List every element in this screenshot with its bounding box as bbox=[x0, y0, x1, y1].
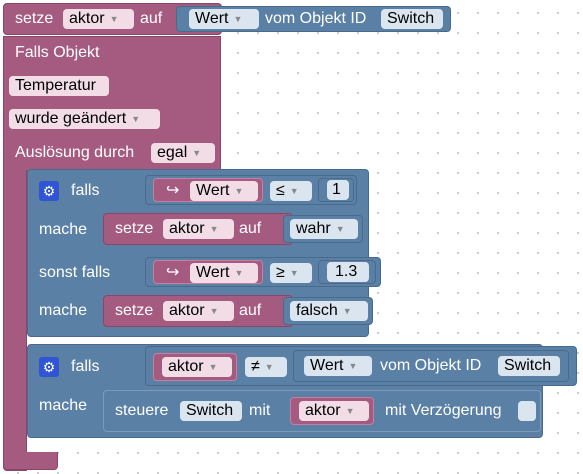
operator-dropdown[interactable]: ≠ ▼ bbox=[245, 357, 287, 377]
variable-getter-block[interactable]: aktor ▼ bbox=[153, 353, 237, 381]
operator-value: ≠ bbox=[251, 358, 260, 375]
dropdown-arrow-icon: ▼ bbox=[335, 224, 345, 234]
auf-label: auf bbox=[239, 302, 262, 319]
set-variable-block[interactable]: setze aktor ▼ auf bbox=[103, 295, 293, 327]
attribute-dropdown[interactable]: Wert ▼ bbox=[304, 356, 372, 376]
mache-label: mache bbox=[39, 397, 88, 414]
number-field[interactable]: 1 bbox=[327, 180, 349, 200]
object-id-value: Switch bbox=[387, 10, 435, 27]
dropdown-arrow-icon: ▼ bbox=[233, 14, 243, 24]
variable-dropdown[interactable]: aktor ▼ bbox=[299, 401, 369, 421]
dropdown-arrow-icon: ▼ bbox=[264, 362, 274, 372]
dropdown-arrow-icon: ▼ bbox=[342, 306, 352, 316]
boolean-value: falsch bbox=[296, 302, 338, 319]
setze-label: setze bbox=[115, 220, 154, 237]
dropdown-arrow-icon: ▼ bbox=[234, 186, 244, 196]
dropdown-arrow-icon: ▼ bbox=[289, 268, 299, 278]
ausloesung-label: Auslösung durch bbox=[15, 144, 135, 161]
variable-value: aktor bbox=[69, 10, 105, 27]
trigger-object-field[interactable]: Temperatur bbox=[9, 76, 109, 96]
event-trigger-footer bbox=[3, 452, 58, 470]
setze-label: setze bbox=[115, 302, 154, 319]
delay-checkbox[interactable] bbox=[518, 401, 536, 421]
gear-icon[interactable]: ⚙ bbox=[39, 357, 59, 377]
variable-value: aktor bbox=[169, 220, 205, 237]
variable-dropdown[interactable]: aktor ▼ bbox=[63, 9, 134, 29]
ausloesung-dropdown[interactable]: egal ▼ bbox=[151, 143, 215, 163]
operator-dropdown[interactable]: ≥ ▼ bbox=[270, 263, 312, 283]
trigger-object-value: Temperatur bbox=[15, 77, 96, 94]
auf-label: auf bbox=[239, 220, 262, 237]
variable-dropdown[interactable]: aktor ▼ bbox=[163, 301, 234, 321]
mit-label: mit bbox=[249, 402, 271, 419]
dropdown-arrow-icon: ▼ bbox=[109, 14, 119, 24]
object-id-value: Switch bbox=[504, 357, 552, 374]
dropdown-arrow-icon: ▼ bbox=[209, 224, 219, 234]
vom-objekt-label: vom Objekt ID bbox=[265, 10, 367, 27]
falls-objekt-label: Falls Objekt bbox=[15, 44, 100, 61]
falls-label: falls bbox=[71, 358, 100, 375]
control-block[interactable]: steuere Switch mit aktor ▼ mit Verzögerun… bbox=[103, 390, 541, 432]
number-block-2[interactable]: 1.3 bbox=[318, 260, 376, 284]
return-arrow-icon: ↪ bbox=[166, 264, 180, 281]
set-variable-block[interactable]: setze aktor ▼ auf bbox=[103, 213, 293, 245]
mache-label: mache bbox=[39, 221, 88, 238]
boolean-block[interactable]: falsch ▼ bbox=[283, 297, 373, 325]
gear-icon[interactable]: ⚙ bbox=[39, 181, 59, 201]
event-type-dropdown[interactable]: wurde geändert ▼ bbox=[9, 109, 160, 129]
mit-verzoegerung-label: mit Verzögerung bbox=[385, 402, 502, 419]
operator-value: ≤ bbox=[276, 182, 285, 199]
variable-dropdown[interactable]: aktor ▼ bbox=[163, 219, 234, 239]
variable-value: aktor bbox=[169, 302, 205, 319]
event-type-value: wurde geändert bbox=[15, 110, 127, 127]
operator-value: ≥ bbox=[276, 264, 285, 281]
attribute-value: Wert bbox=[310, 357, 344, 374]
setze-label: setze bbox=[15, 10, 54, 27]
sonst-falls-label: sonst falls bbox=[39, 264, 111, 281]
number-block-1[interactable]: 1 bbox=[318, 178, 354, 202]
falls-label: falls bbox=[71, 182, 100, 199]
attribute-dropdown[interactable]: Wert ▼ bbox=[189, 9, 259, 29]
object-id-field[interactable]: Switch bbox=[180, 401, 242, 421]
boolean-value: wahr bbox=[296, 220, 331, 237]
object-id-value: Switch bbox=[186, 402, 234, 419]
dropdown-arrow-icon: ▼ bbox=[348, 361, 358, 371]
variable-value: aktor bbox=[168, 358, 204, 375]
dropdown-arrow-icon: ▼ bbox=[234, 268, 244, 278]
get-attribute-block-2[interactable]: ↪ Wert ▼ bbox=[153, 260, 263, 284]
attribute-value: Wert bbox=[196, 182, 230, 199]
ausloesung-value: egal bbox=[157, 144, 188, 161]
variable-value: aktor bbox=[305, 402, 341, 419]
dropdown-arrow-icon: ▼ bbox=[131, 114, 141, 124]
vom-objekt-label: vom Objekt ID bbox=[380, 357, 482, 374]
return-arrow-icon: ↪ bbox=[166, 182, 180, 199]
event-trigger-body bbox=[3, 170, 27, 471]
number-value: 1 bbox=[332, 181, 341, 198]
attribute-value: Wert bbox=[195, 10, 229, 27]
variable-getter-block[interactable]: aktor ▼ bbox=[290, 397, 374, 425]
dropdown-arrow-icon: ▼ bbox=[209, 306, 219, 316]
attribute-dropdown[interactable]: Wert ▼ bbox=[190, 263, 258, 283]
object-attribute-block[interactable]: Wert ▼ vom Objekt ID Switch bbox=[293, 350, 569, 382]
steuere-label: steuere bbox=[115, 402, 169, 419]
number-value: 1.3 bbox=[335, 263, 358, 280]
dropdown-arrow-icon: ▼ bbox=[345, 406, 355, 416]
number-field[interactable]: 1.3 bbox=[327, 262, 369, 282]
variable-dropdown[interactable]: aktor ▼ bbox=[162, 357, 232, 377]
dropdown-arrow-icon: ▼ bbox=[192, 148, 202, 158]
object-attribute-block[interactable]: Wert ▼ vom Objekt ID Switch bbox=[176, 6, 451, 32]
mache-label: mache bbox=[39, 302, 88, 319]
operator-dropdown[interactable]: ≤ ▼ bbox=[270, 181, 312, 201]
boolean-dropdown[interactable]: falsch ▼ bbox=[290, 301, 368, 321]
dropdown-arrow-icon: ▼ bbox=[289, 186, 299, 196]
object-id-field[interactable]: Switch bbox=[381, 9, 443, 29]
attribute-value: Wert bbox=[196, 264, 230, 281]
get-attribute-block-1[interactable]: ↪ Wert ▼ bbox=[153, 178, 263, 202]
boolean-dropdown[interactable]: wahr ▼ bbox=[290, 219, 358, 239]
boolean-block[interactable]: wahr ▼ bbox=[283, 215, 363, 243]
auf-label: auf bbox=[140, 10, 163, 27]
object-id-field[interactable]: Switch bbox=[498, 356, 560, 376]
dropdown-arrow-icon: ▼ bbox=[208, 362, 218, 372]
attribute-dropdown[interactable]: Wert ▼ bbox=[190, 181, 258, 201]
